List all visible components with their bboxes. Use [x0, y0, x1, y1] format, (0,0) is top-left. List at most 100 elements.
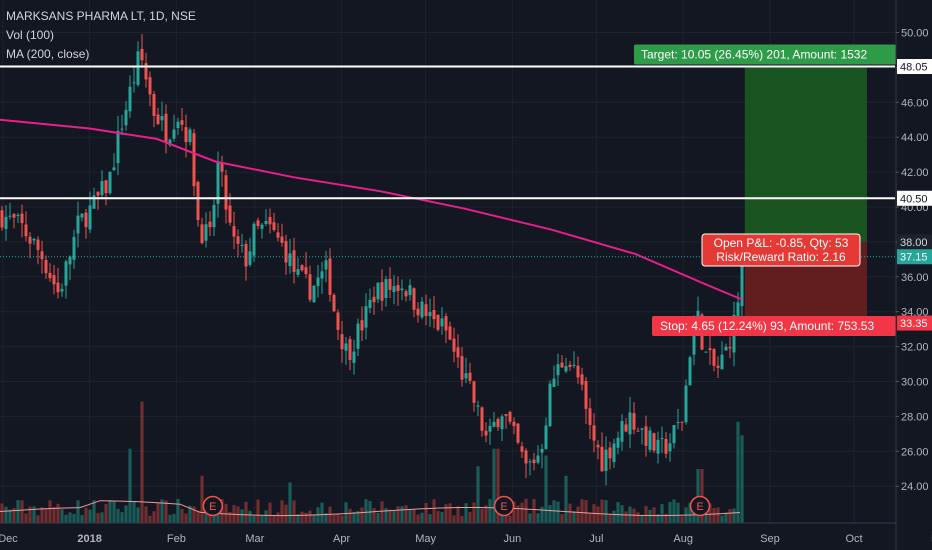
candle-body [0, 210, 4, 228]
volume-bar [248, 510, 252, 523]
candle [524, 448, 528, 479]
ma-indicator-label[interactable]: MA (200, close) [6, 47, 90, 61]
volume-bar [740, 435, 744, 523]
candle [32, 237, 36, 245]
candle-body [20, 213, 24, 224]
time-axis-label: Jun [504, 533, 522, 545]
candle [28, 232, 32, 259]
volume-bar [396, 506, 400, 523]
price-tick-label: 36.00 [901, 272, 929, 284]
candle [204, 212, 208, 248]
pnl-box[interactable] [701, 233, 861, 267]
candle-body [344, 343, 348, 351]
candle [352, 339, 356, 375]
candle [540, 443, 544, 469]
candle-body [284, 241, 288, 263]
candle-body [104, 180, 108, 194]
candle-body [544, 425, 548, 450]
candle-body [312, 285, 316, 303]
earnings-marker[interactable]: E [493, 495, 515, 517]
candle [492, 412, 496, 428]
candle [4, 205, 8, 241]
target-label-box[interactable] [634, 44, 896, 65]
volume-bar [676, 502, 680, 523]
volume-bar [136, 507, 140, 523]
volume-bar [332, 514, 336, 523]
candle [724, 343, 728, 351]
candle-body [128, 86, 132, 112]
candle-body [204, 224, 208, 241]
candle-body [196, 181, 200, 221]
price-tag-label: 40.50 [900, 193, 928, 205]
candle-body [356, 323, 360, 349]
volume-bar [148, 515, 152, 523]
candle [180, 108, 184, 132]
moving-average-line [0, 118, 743, 301]
volume-bar [108, 500, 112, 523]
candle [600, 432, 604, 472]
volume-bar [500, 510, 504, 523]
volume-bar [412, 509, 416, 523]
volume-bar [92, 500, 96, 523]
volume-bar [524, 498, 528, 523]
candle-body [552, 378, 556, 387]
candle-body [648, 430, 652, 450]
time-axis-label: Dec [0, 533, 18, 545]
candle [424, 294, 428, 326]
volume-bar [336, 514, 340, 523]
candle-body [388, 278, 392, 290]
stop-label-box[interactable] [652, 316, 896, 337]
candle [392, 275, 396, 305]
volume-bar [604, 500, 608, 523]
volume-bar [292, 500, 296, 523]
candle-body [592, 425, 596, 441]
volume-bar [728, 509, 732, 523]
candle-body [652, 433, 656, 451]
earnings-circle [689, 495, 711, 517]
earnings-label: E [500, 501, 507, 513]
earnings-marker[interactable]: E [689, 495, 711, 517]
volume-bar [544, 455, 548, 523]
candle-body [248, 251, 252, 265]
candle-body [588, 408, 592, 425]
volume-bar [668, 501, 672, 523]
candle [128, 75, 132, 118]
horizontal-lines[interactable] [0, 65, 895, 258]
volume-bar [536, 513, 540, 523]
volume-bar [308, 510, 312, 523]
candle-body [668, 443, 672, 452]
candle [72, 229, 76, 270]
volume-bar [584, 500, 588, 523]
volume-bar [76, 500, 80, 523]
earnings-circle [202, 495, 224, 517]
candle-body [288, 253, 292, 266]
candle-body [636, 430, 640, 432]
volume-bar [64, 514, 68, 523]
volume-indicator-label[interactable]: Vol (100) [6, 28, 55, 42]
price-tick-label: 26.00 [901, 446, 929, 458]
candle [508, 410, 512, 425]
volume-bar [560, 514, 564, 523]
symbol-title[interactable]: MARKSANS PHARMA LT, 1D, NSE [6, 9, 196, 23]
candle [548, 380, 552, 428]
candle-body [172, 129, 176, 139]
earnings-marker[interactable]: E [202, 495, 224, 517]
volume-bar [416, 514, 420, 523]
candle-body [560, 362, 564, 368]
candle [340, 321, 344, 363]
earnings-label: E [209, 501, 216, 513]
candle [36, 236, 40, 265]
volume-bar [168, 514, 172, 523]
candle [456, 334, 460, 369]
volume-bar [680, 516, 684, 523]
candle-body [400, 288, 404, 291]
candle-body [692, 328, 696, 355]
volume-bar [464, 503, 468, 523]
candle-body [140, 48, 144, 61]
position-labels[interactable]: Target: 10.05 (26.45%) 201, Amount: 1532… [634, 44, 896, 337]
candle-body [324, 260, 328, 270]
volume-bar [320, 502, 324, 523]
candle-body [596, 444, 600, 448]
